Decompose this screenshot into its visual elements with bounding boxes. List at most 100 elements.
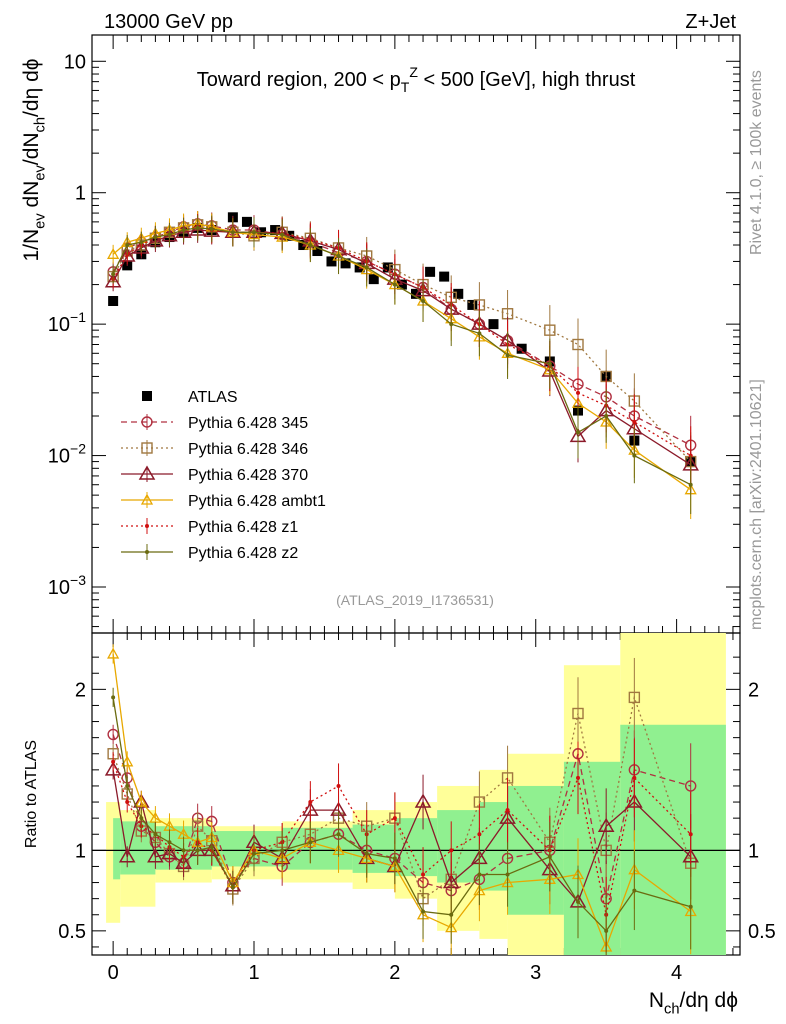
ratio-point xyxy=(336,832,341,837)
x-tick-label: 2 xyxy=(389,962,400,984)
ratio-point xyxy=(505,872,510,877)
ratio-point xyxy=(230,885,235,890)
data-point xyxy=(392,282,397,287)
process-label: Z+Jet xyxy=(685,11,736,33)
ratio-point xyxy=(195,848,200,853)
ratio-point xyxy=(576,775,580,780)
data-point xyxy=(308,243,313,248)
data-point xyxy=(425,266,436,277)
plot-title: Toward region, 200 < pTZ < 500 [GeV], hi… xyxy=(197,64,636,95)
plot-title-part: T xyxy=(401,79,410,95)
legend-label: Pythia 6.428 z1 xyxy=(188,519,298,536)
ratio-point xyxy=(125,800,130,805)
ratio-point xyxy=(628,691,641,704)
data-point xyxy=(167,232,172,237)
legend-marker xyxy=(138,465,156,480)
data-point xyxy=(107,247,120,259)
ratio-point xyxy=(167,840,172,845)
ratio-point xyxy=(449,848,454,853)
data-point xyxy=(576,430,580,435)
ratio-point xyxy=(118,848,136,863)
data-point xyxy=(326,256,337,267)
legend-marker xyxy=(145,524,149,528)
y-axis-label-part: ev xyxy=(32,164,48,180)
y-axis-label: 1/Nev dNev/dNch/dη dϕ xyxy=(20,58,48,261)
x-tick-label: 0 xyxy=(108,962,119,984)
ratio-point xyxy=(139,816,144,821)
energy-label: 13000 GeV pp xyxy=(104,11,233,33)
series-1 xyxy=(107,210,697,475)
y-axis-label-part: /dN xyxy=(20,132,43,165)
x-tick-label: 4 xyxy=(671,962,682,984)
data-point xyxy=(270,225,281,236)
data-point xyxy=(453,288,464,299)
legend-label: ATLAS xyxy=(188,389,238,406)
y-tick-label-part: 10 xyxy=(48,577,70,599)
y-tick-label: 10−1 xyxy=(48,309,86,336)
band-inner xyxy=(113,818,121,880)
x-axis-label-part: /dη dϕ xyxy=(680,989,738,1012)
plot-title-part: Z xyxy=(409,64,418,80)
data-point xyxy=(544,324,556,336)
data-point xyxy=(632,420,637,425)
ratio-point xyxy=(135,795,148,807)
ratio-tick-label-left: 1 xyxy=(75,840,86,862)
x-axis-label-part: N xyxy=(649,989,664,1012)
band-inner xyxy=(282,827,353,870)
ratio-point xyxy=(336,783,341,788)
legend-marker xyxy=(140,493,154,505)
data-point xyxy=(241,216,252,227)
ratio-point xyxy=(125,783,130,788)
ratio-point xyxy=(632,888,637,893)
plot-title-part: < 500 [GeV], high thrust xyxy=(418,69,636,91)
legend-marker xyxy=(145,550,149,554)
ratio-point xyxy=(688,832,693,837)
ratio-point xyxy=(477,872,482,877)
y-axis-label-part: /dη dϕ xyxy=(20,58,43,116)
ratio-point xyxy=(392,816,397,821)
y-tick-label-part: −1 xyxy=(70,309,86,325)
ratio-tick-label-right: 1 xyxy=(748,840,759,862)
ratio-point xyxy=(572,707,584,720)
legend-marker xyxy=(142,391,152,401)
ratio-frame xyxy=(91,632,741,956)
data-point xyxy=(547,361,552,366)
ratio-tick-label-left: 0.5 xyxy=(58,921,86,943)
data-point xyxy=(181,228,186,233)
ratio-point xyxy=(632,775,637,780)
ratio-line xyxy=(112,697,691,932)
y-axis-label-part: 1/N xyxy=(20,229,43,262)
ratio-point xyxy=(597,817,615,832)
ratio-point xyxy=(111,695,116,700)
y-axis-label-part: dN xyxy=(20,181,43,214)
data-point xyxy=(312,246,323,257)
rivet-label: Rivet 4.1.0, ≥ 100k events xyxy=(748,70,765,255)
legend-marker xyxy=(141,442,153,454)
ratio-point xyxy=(107,728,119,741)
ratio-point xyxy=(308,800,313,805)
data-point xyxy=(209,226,214,231)
data-point xyxy=(340,258,351,269)
ratio-point xyxy=(688,904,693,909)
data-point xyxy=(153,235,158,240)
ratio-point xyxy=(153,832,158,837)
data-point xyxy=(632,453,637,458)
data-point xyxy=(439,271,450,282)
y-tick-label: 1 xyxy=(75,183,86,205)
data-point xyxy=(604,414,609,419)
y-tick-label: 10−2 xyxy=(48,441,86,468)
ratio-point xyxy=(392,856,397,861)
data-point xyxy=(139,240,144,245)
ratio-tick-label-right: 2 xyxy=(748,679,759,701)
ratio-point xyxy=(477,832,482,837)
ratio-point xyxy=(576,899,580,904)
ratio-point xyxy=(421,909,426,914)
data-point xyxy=(572,338,584,351)
data-point xyxy=(576,390,580,395)
source-label: mcplots.cern.ch [arXiv:2401.10621] xyxy=(748,379,765,630)
ratio-point xyxy=(364,851,369,856)
data-point xyxy=(421,298,426,303)
ratio-point xyxy=(421,872,426,877)
